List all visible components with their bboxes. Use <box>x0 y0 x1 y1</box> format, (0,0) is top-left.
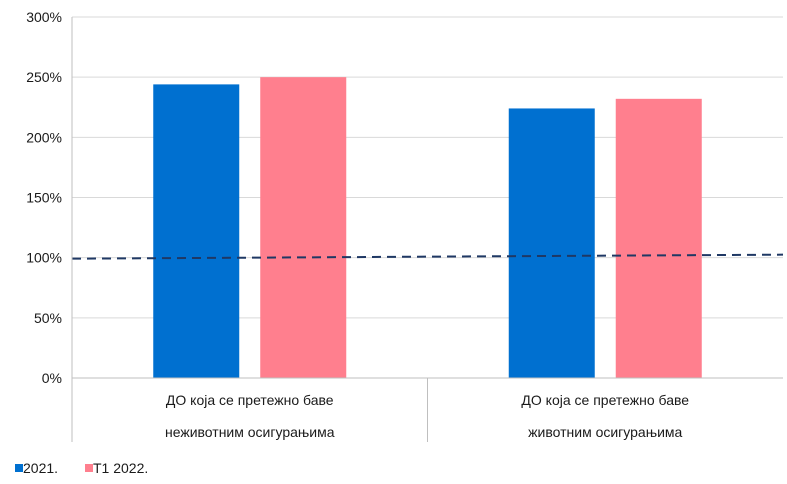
y-axis-tick-labels: 0% 50% 100% 150% 200% 250% 300% <box>26 9 62 386</box>
bars <box>153 77 702 379</box>
legend-swatch <box>85 464 93 472</box>
legend-label: T1 2022. <box>93 460 148 476</box>
y-tick-label: 100% <box>26 250 62 266</box>
axes <box>71 17 783 442</box>
y-tick-label: 300% <box>26 9 62 25</box>
reference-line-100 <box>71 253 784 260</box>
category-label: ДО која се претежно баве <box>521 392 689 408</box>
legend: 2021. T1 2022. <box>15 460 148 476</box>
bar <box>260 77 347 379</box>
y-tick-label: 200% <box>26 129 62 145</box>
y-tick-label: 50% <box>34 310 62 326</box>
legend-swatch <box>15 464 23 472</box>
bar <box>153 84 240 379</box>
bar <box>615 98 702 379</box>
y-tick-label: 0% <box>42 370 62 386</box>
y-tick-label: 250% <box>26 69 62 85</box>
y-tick-label: 150% <box>26 190 62 206</box>
category-label: ДО која се претежно баве <box>166 392 334 408</box>
bar <box>508 108 595 378</box>
category-label: животним осигурањима <box>528 424 682 440</box>
category-labels: ДО која се претежно баве неживотним осигу… <box>165 392 689 440</box>
category-label: неживотним осигурањима <box>165 424 335 440</box>
legend-label: 2021. <box>23 460 58 476</box>
reference-line <box>71 253 784 260</box>
